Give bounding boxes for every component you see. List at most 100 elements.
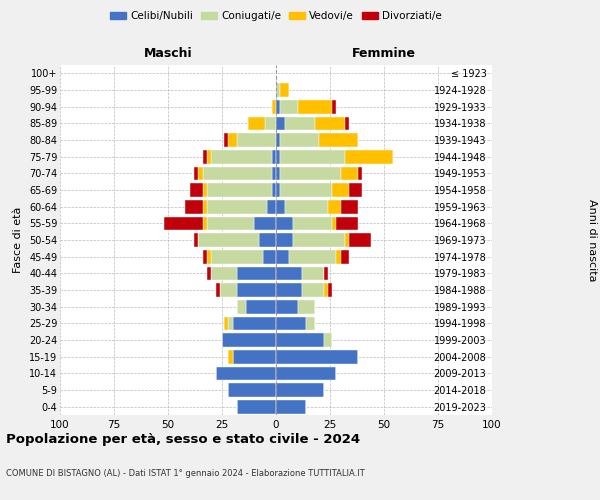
Bar bbox=[211, 250, 263, 264]
Bar bbox=[345, 150, 392, 164]
Bar bbox=[302, 266, 323, 280]
Bar bbox=[332, 100, 337, 114]
Text: Popolazione per età, sesso e stato civile - 2024: Popolazione per età, sesso e stato civil… bbox=[6, 432, 360, 446]
Text: Maschi: Maschi bbox=[143, 47, 193, 60]
Bar bbox=[280, 83, 289, 97]
Bar bbox=[198, 166, 203, 180]
Bar bbox=[276, 100, 280, 114]
Bar bbox=[302, 283, 323, 297]
Bar bbox=[276, 150, 280, 164]
Bar bbox=[211, 150, 272, 164]
Bar bbox=[276, 266, 302, 280]
Bar bbox=[276, 200, 284, 213]
Bar bbox=[276, 250, 289, 264]
Bar bbox=[328, 200, 341, 213]
Bar bbox=[337, 250, 341, 264]
Bar bbox=[194, 233, 198, 247]
Bar bbox=[323, 283, 328, 297]
Bar bbox=[198, 233, 259, 247]
Bar bbox=[207, 183, 272, 197]
Bar bbox=[276, 383, 323, 397]
Bar bbox=[332, 183, 349, 197]
Bar bbox=[276, 116, 284, 130]
Bar bbox=[203, 150, 207, 164]
Bar bbox=[276, 300, 298, 314]
Bar bbox=[222, 333, 276, 347]
Bar bbox=[323, 333, 332, 347]
Bar bbox=[237, 400, 276, 413]
Bar bbox=[215, 283, 220, 297]
Bar bbox=[229, 133, 237, 147]
Bar bbox=[315, 116, 345, 130]
Bar bbox=[323, 266, 328, 280]
Bar bbox=[306, 316, 315, 330]
Bar bbox=[259, 233, 276, 247]
Bar bbox=[276, 233, 293, 247]
Bar bbox=[194, 166, 198, 180]
Bar bbox=[207, 216, 254, 230]
Bar bbox=[276, 183, 280, 197]
Bar bbox=[276, 133, 280, 147]
Bar bbox=[248, 116, 265, 130]
Bar bbox=[203, 200, 207, 213]
Bar bbox=[207, 150, 211, 164]
Text: Anni di nascita: Anni di nascita bbox=[587, 198, 597, 281]
Bar bbox=[276, 316, 306, 330]
Bar bbox=[215, 366, 276, 380]
Bar bbox=[203, 250, 207, 264]
Bar bbox=[185, 200, 203, 213]
Bar bbox=[280, 133, 319, 147]
Bar bbox=[254, 216, 276, 230]
Bar bbox=[229, 383, 276, 397]
Bar bbox=[224, 316, 229, 330]
Bar bbox=[280, 183, 332, 197]
Bar bbox=[233, 350, 276, 364]
Y-axis label: Fasce di età: Fasce di età bbox=[13, 207, 23, 273]
Bar bbox=[341, 250, 349, 264]
Bar bbox=[203, 216, 207, 230]
Bar bbox=[276, 350, 358, 364]
Bar bbox=[293, 233, 345, 247]
Bar bbox=[276, 216, 293, 230]
Bar bbox=[190, 183, 203, 197]
Bar bbox=[284, 116, 315, 130]
Bar bbox=[276, 333, 323, 347]
Bar bbox=[289, 250, 337, 264]
Bar bbox=[293, 216, 332, 230]
Bar bbox=[164, 216, 203, 230]
Bar bbox=[328, 283, 332, 297]
Bar bbox=[276, 283, 302, 297]
Bar bbox=[272, 183, 276, 197]
Bar bbox=[246, 300, 276, 314]
Bar bbox=[265, 116, 276, 130]
Bar bbox=[332, 216, 337, 230]
Bar bbox=[280, 150, 345, 164]
Bar bbox=[233, 316, 276, 330]
Bar bbox=[345, 233, 349, 247]
Bar bbox=[272, 100, 276, 114]
Bar bbox=[276, 166, 280, 180]
Bar bbox=[229, 350, 233, 364]
Bar bbox=[298, 100, 332, 114]
Bar bbox=[276, 400, 306, 413]
Bar bbox=[203, 183, 207, 197]
Bar bbox=[220, 283, 237, 297]
Bar bbox=[272, 150, 276, 164]
Bar bbox=[207, 266, 211, 280]
Bar bbox=[337, 216, 358, 230]
Bar bbox=[319, 133, 358, 147]
Bar bbox=[298, 300, 315, 314]
Bar bbox=[349, 183, 362, 197]
Bar bbox=[211, 266, 237, 280]
Bar bbox=[237, 300, 246, 314]
Bar bbox=[276, 366, 337, 380]
Bar bbox=[224, 133, 229, 147]
Bar bbox=[237, 133, 276, 147]
Bar bbox=[341, 166, 358, 180]
Text: Femmine: Femmine bbox=[352, 47, 416, 60]
Bar bbox=[284, 200, 328, 213]
Bar bbox=[345, 116, 349, 130]
Bar bbox=[237, 266, 276, 280]
Bar bbox=[349, 233, 371, 247]
Bar bbox=[207, 250, 211, 264]
